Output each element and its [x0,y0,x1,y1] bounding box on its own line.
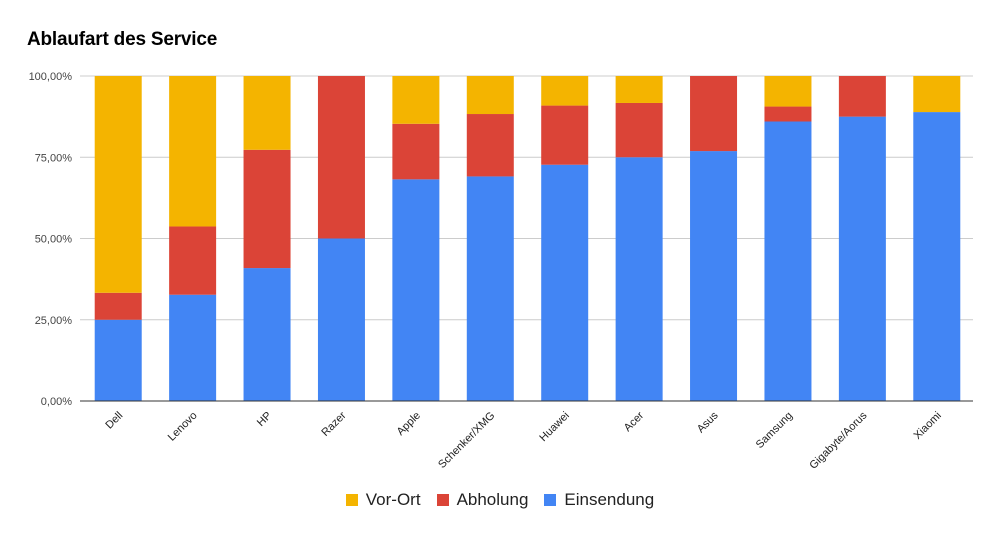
y-tick-label: 75,00% [35,152,73,164]
x-axis-labels: Dell Lenovo HP Razer Apple Schenker/XMG Huawei… [103,409,943,471]
bar-segment-vor-ort [541,76,589,106]
bar-stack-asus [690,76,738,401]
bar-segment-abholung [764,106,812,122]
bar-segment-einsendung [169,294,217,401]
bar-segment-vor-ort [764,76,812,107]
legend-swatch [544,494,557,506]
legend-item-einsendung[interactable]: Einsendung [544,490,654,510]
x-tick-label: Razer [319,409,348,438]
x-tick-label: Apple [395,410,423,438]
legend-item-vor-ort[interactable]: Vor-Ort [345,490,421,510]
legend-item-abholung[interactable]: Abholung [436,490,529,510]
bar-segment-abholung [94,292,142,320]
bar-segment-einsendung [541,164,589,401]
x-tick-label: HP [255,410,274,429]
x-tick-label: Asus [695,409,721,435]
bar-stack-lenovo [169,76,217,401]
bar-segment-abholung [690,76,738,152]
y-tick-label: 100,00% [29,71,73,83]
bar-segment-einsendung [94,319,142,401]
x-tick-label: Lenovo [166,410,200,444]
gridlines [80,75,973,321]
x-tick-label: Xiaomi [912,410,944,442]
bar-segment-vor-ort [392,76,440,124]
y-tick-label: 50,00% [35,234,73,246]
legend-label: Einsendung [564,490,655,509]
x-tick-label: Acer [622,409,647,434]
bar-stack-gigabyte-aorus [838,76,886,401]
bar-stack-dell [94,76,142,401]
bar-segment-einsendung [317,238,365,401]
bar-stack-razer [317,76,365,401]
bar-stack-apple [392,76,440,401]
legend-label: Abholung [456,490,529,509]
x-tick-label: Schenker/XMG [436,410,497,471]
bar-stack-schenker-xmg [466,76,514,401]
bar-segment-abholung [243,149,291,269]
bar-stack-acer [615,76,663,401]
bar-segment-vor-ort [913,76,961,113]
bar-segment-abholung [317,76,365,239]
bar-stack-hp [243,76,291,401]
bar-segment-einsendung [838,116,886,401]
bar-segment-abholung [392,123,440,180]
bar-segment-abholung [615,102,663,158]
bar-segment-abholung [541,105,589,165]
bars [94,76,961,401]
bar-stack-xiaomi [913,76,961,401]
bar-segment-vor-ort [169,76,217,227]
bar-segment-einsendung [690,151,738,401]
chart-title: Ablaufart des Service [27,29,218,50]
x-tick-label: Huawei [537,410,571,444]
bar-segment-einsendung [615,157,663,401]
bar-segment-einsendung [392,179,440,401]
legend-swatch [436,494,449,506]
bar-segment-abholung [466,114,514,177]
x-tick-label: Gigabyte/Aorus [807,409,869,471]
bar-stack-samsung [764,76,812,401]
bar-stack-huawei [541,76,589,401]
y-tick-label: 0,00% [41,396,72,408]
legend: Vor-Ort Abholung Einsendung [0,490,1000,510]
bar-segment-abholung [838,76,886,117]
bar-segment-vor-ort [615,76,663,103]
legend-label: Vor-Ort [365,490,421,509]
y-axis-ticks: 0,00% 25,00% 50,00% 75,00% 100,00% [29,71,73,408]
bar-segment-vor-ort [243,76,291,150]
legend-swatch [345,494,358,506]
bar-segment-einsendung [764,121,812,401]
bar-segment-vor-ort [466,76,514,115]
y-tick-label: 25,00% [35,315,73,327]
x-tick-label: Dell [103,410,125,432]
bar-segment-einsendung [913,112,961,401]
x-tick-label: Samsung [754,410,795,451]
bar-segment-einsendung [243,268,291,401]
bar-segment-vor-ort [94,76,142,293]
bar-segment-einsendung [466,176,514,401]
bar-segment-abholung [169,226,217,295]
